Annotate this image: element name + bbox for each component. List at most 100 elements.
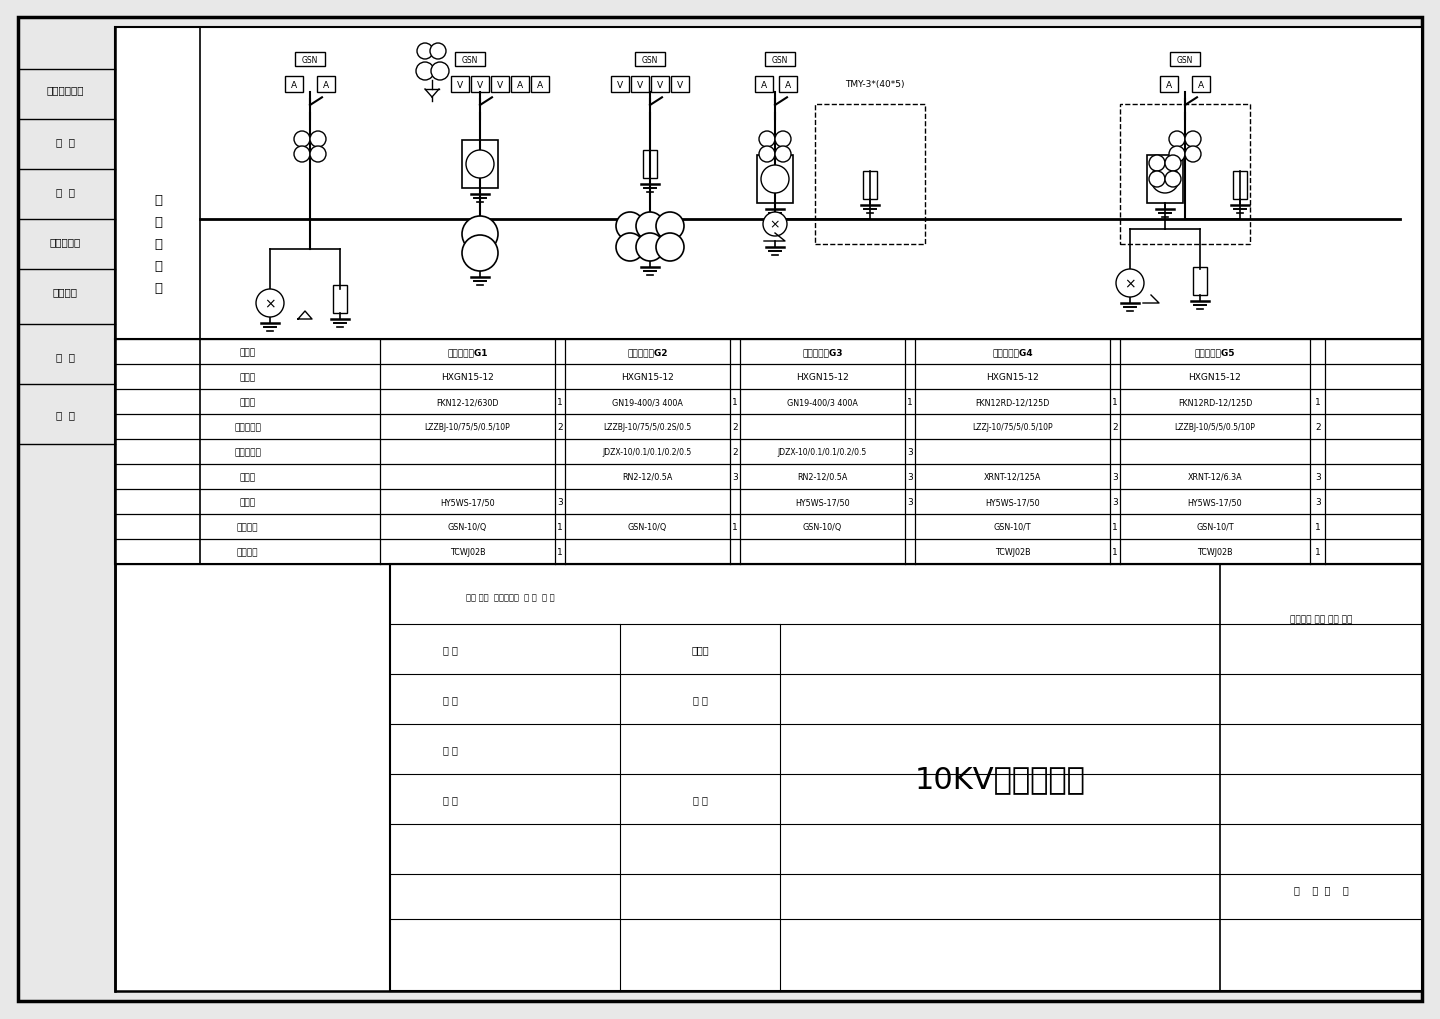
Bar bbox=[491, 76, 508, 93]
Text: 高压开关柜G4: 高压开关柜G4 bbox=[992, 347, 1032, 357]
Text: 1: 1 bbox=[557, 397, 563, 407]
Text: GSN: GSN bbox=[1176, 55, 1194, 64]
Text: A: A bbox=[1198, 81, 1204, 90]
Text: 3: 3 bbox=[1315, 497, 1320, 506]
Text: 3: 3 bbox=[907, 497, 913, 506]
Text: HXGN15-12: HXGN15-12 bbox=[796, 373, 848, 382]
Text: 电压互感器G3: 电压互感器G3 bbox=[802, 347, 842, 357]
Text: 图: 图 bbox=[154, 281, 163, 294]
Bar bbox=[644, 151, 657, 178]
Text: JDZX-10/0.1/0.1/0.2/0.5: JDZX-10/0.1/0.1/0.2/0.5 bbox=[603, 447, 693, 457]
Text: ×: × bbox=[264, 297, 276, 311]
Circle shape bbox=[759, 131, 775, 148]
Text: A: A bbox=[1166, 81, 1172, 90]
Text: 原: 原 bbox=[154, 237, 163, 251]
Text: 电压互感器: 电压互感器 bbox=[235, 447, 261, 457]
Bar bbox=[757, 156, 793, 204]
Bar bbox=[1161, 76, 1178, 93]
Circle shape bbox=[416, 63, 433, 81]
Circle shape bbox=[1165, 156, 1181, 172]
Text: A: A bbox=[323, 81, 330, 90]
Circle shape bbox=[1185, 147, 1201, 163]
Text: V: V bbox=[497, 81, 503, 90]
Bar bbox=[1192, 268, 1207, 296]
Text: V: V bbox=[477, 81, 482, 90]
Circle shape bbox=[775, 147, 791, 163]
Text: 1: 1 bbox=[1315, 547, 1320, 556]
Text: 日  期: 日 期 bbox=[56, 410, 75, 420]
Bar bbox=[815, 105, 924, 245]
Circle shape bbox=[431, 63, 449, 81]
Bar bbox=[631, 76, 649, 93]
Text: 接地装置: 接地装置 bbox=[236, 523, 258, 532]
Bar bbox=[1192, 76, 1210, 93]
Bar bbox=[779, 76, 796, 93]
Text: 带电显示: 带电显示 bbox=[236, 547, 258, 556]
Text: HY5WS-17/50: HY5WS-17/50 bbox=[1188, 497, 1243, 506]
Circle shape bbox=[1169, 131, 1185, 148]
Circle shape bbox=[1149, 156, 1165, 172]
Text: 旧底图总号: 旧底图总号 bbox=[49, 236, 81, 247]
Text: A: A bbox=[537, 81, 543, 90]
Text: 描  图: 描 图 bbox=[56, 137, 75, 147]
Text: HY5WS-17/50: HY5WS-17/50 bbox=[441, 497, 495, 506]
Text: HXGN15-12: HXGN15-12 bbox=[441, 373, 494, 382]
Text: 3: 3 bbox=[732, 473, 737, 482]
Text: XRNT-12/6.3A: XRNT-12/6.3A bbox=[1188, 473, 1243, 482]
Circle shape bbox=[418, 44, 433, 60]
Text: 1: 1 bbox=[557, 523, 563, 532]
Text: V: V bbox=[677, 81, 683, 90]
Circle shape bbox=[657, 233, 684, 262]
Text: V: V bbox=[616, 81, 624, 90]
Text: 共    张  第    张: 共 张 第 张 bbox=[1293, 884, 1348, 894]
Text: GSN-10/T: GSN-10/T bbox=[994, 523, 1031, 532]
Text: 2: 2 bbox=[557, 423, 563, 432]
Circle shape bbox=[616, 213, 644, 240]
Circle shape bbox=[1151, 166, 1179, 194]
Circle shape bbox=[310, 147, 325, 163]
Bar bbox=[455, 53, 485, 67]
Bar bbox=[462, 141, 498, 189]
Text: XRNT-12/125A: XRNT-12/125A bbox=[984, 473, 1041, 482]
Circle shape bbox=[616, 233, 644, 262]
Text: GSN: GSN bbox=[642, 55, 658, 64]
Text: HXGN15-12: HXGN15-12 bbox=[986, 373, 1038, 382]
Bar bbox=[531, 76, 549, 93]
Text: 标记 处数  更改文件号  签 字  日 期: 标记 处数 更改文件号 签 字 日 期 bbox=[465, 593, 554, 602]
Circle shape bbox=[636, 213, 664, 240]
Circle shape bbox=[294, 147, 310, 163]
Circle shape bbox=[310, 131, 325, 148]
Text: 图样标记 数量 重量 比例: 图样标记 数量 重量 比例 bbox=[1290, 614, 1352, 624]
Circle shape bbox=[759, 147, 775, 163]
Text: LZZBJ-10/75/5/0.2S/0.5: LZZBJ-10/75/5/0.2S/0.5 bbox=[603, 423, 691, 432]
Circle shape bbox=[467, 151, 494, 178]
Text: GSN-10/T: GSN-10/T bbox=[1197, 523, 1234, 532]
Bar bbox=[611, 76, 629, 93]
Circle shape bbox=[1116, 270, 1143, 298]
Text: 绘 图: 绘 图 bbox=[442, 694, 458, 704]
Text: GSN-10/Q: GSN-10/Q bbox=[448, 523, 487, 532]
Text: 3: 3 bbox=[1112, 473, 1117, 482]
Text: 2: 2 bbox=[732, 447, 737, 457]
Text: V: V bbox=[456, 81, 464, 90]
Text: 理: 理 bbox=[154, 259, 163, 272]
Text: TCWJ02B: TCWJ02B bbox=[995, 547, 1030, 556]
Bar bbox=[317, 76, 336, 93]
Text: GSN: GSN bbox=[302, 55, 318, 64]
Text: TCWJ02B: TCWJ02B bbox=[1197, 547, 1233, 556]
Circle shape bbox=[462, 235, 498, 272]
Text: 避雷器: 避雷器 bbox=[239, 473, 255, 482]
Text: 工 艺: 工 艺 bbox=[442, 794, 458, 804]
Bar bbox=[471, 76, 490, 93]
Text: 3: 3 bbox=[907, 447, 913, 457]
Circle shape bbox=[1149, 172, 1165, 187]
Text: 标准化: 标准化 bbox=[691, 644, 708, 654]
Text: 1: 1 bbox=[1315, 397, 1320, 407]
Text: 1: 1 bbox=[1315, 523, 1320, 532]
Bar bbox=[511, 76, 528, 93]
Circle shape bbox=[1169, 147, 1185, 163]
Text: 借通用件登记: 借通用件登记 bbox=[46, 85, 84, 95]
Bar bbox=[765, 53, 795, 67]
Text: 2: 2 bbox=[1315, 423, 1320, 432]
Text: 1: 1 bbox=[907, 397, 913, 407]
